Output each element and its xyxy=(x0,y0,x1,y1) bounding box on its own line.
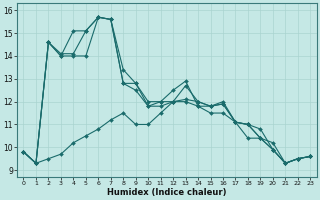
X-axis label: Humidex (Indice chaleur): Humidex (Indice chaleur) xyxy=(107,188,227,197)
